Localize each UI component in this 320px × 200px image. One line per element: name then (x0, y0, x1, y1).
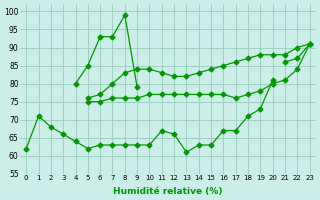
X-axis label: Humidité relative (%): Humidité relative (%) (113, 187, 223, 196)
